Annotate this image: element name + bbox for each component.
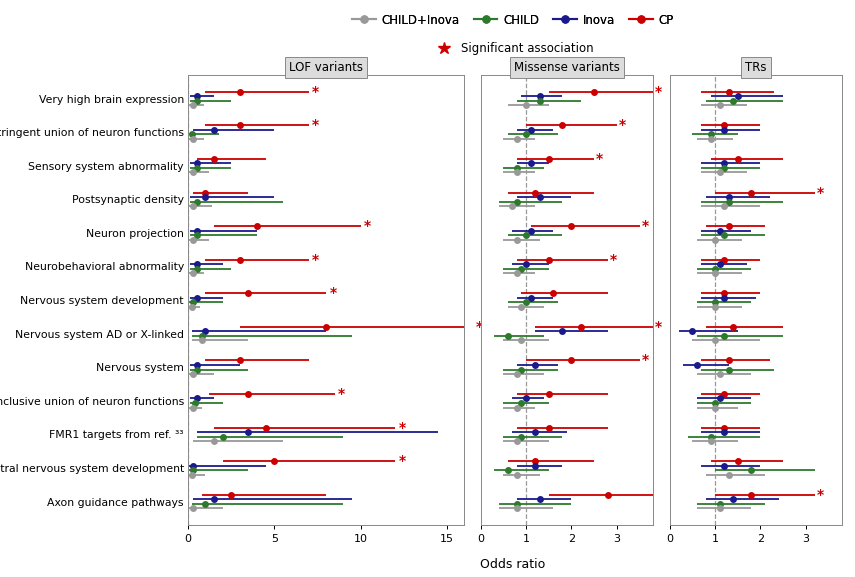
Text: *: *: [641, 219, 649, 233]
Text: *: *: [655, 85, 663, 99]
Text: *: *: [329, 286, 337, 300]
Text: *: *: [655, 320, 663, 334]
Text: *: *: [817, 488, 824, 502]
Legend: Significant association: Significant association: [428, 38, 598, 60]
Text: *: *: [619, 118, 626, 132]
Text: *: *: [312, 253, 319, 267]
Text: *: *: [596, 152, 604, 166]
Text: *: *: [476, 320, 483, 334]
Text: *: *: [817, 186, 824, 200]
Legend: CHILD+Inova, CHILD, Inova, CP: CHILD+Inova, CHILD, Inova, CP: [347, 9, 679, 31]
Title: TRs: TRs: [746, 61, 767, 74]
Text: *: *: [610, 253, 617, 267]
Text: *: *: [338, 387, 345, 401]
Text: *: *: [398, 454, 405, 469]
Text: *: *: [641, 354, 649, 368]
Text: *: *: [312, 85, 319, 99]
Text: Odds ratio: Odds ratio: [481, 558, 545, 571]
Text: *: *: [312, 118, 319, 132]
Title: Missense variants: Missense variants: [514, 61, 620, 74]
Text: *: *: [364, 219, 371, 233]
Text: *: *: [398, 421, 405, 434]
Text: *: *: [687, 488, 694, 502]
Title: LOF variants: LOF variants: [289, 61, 363, 74]
